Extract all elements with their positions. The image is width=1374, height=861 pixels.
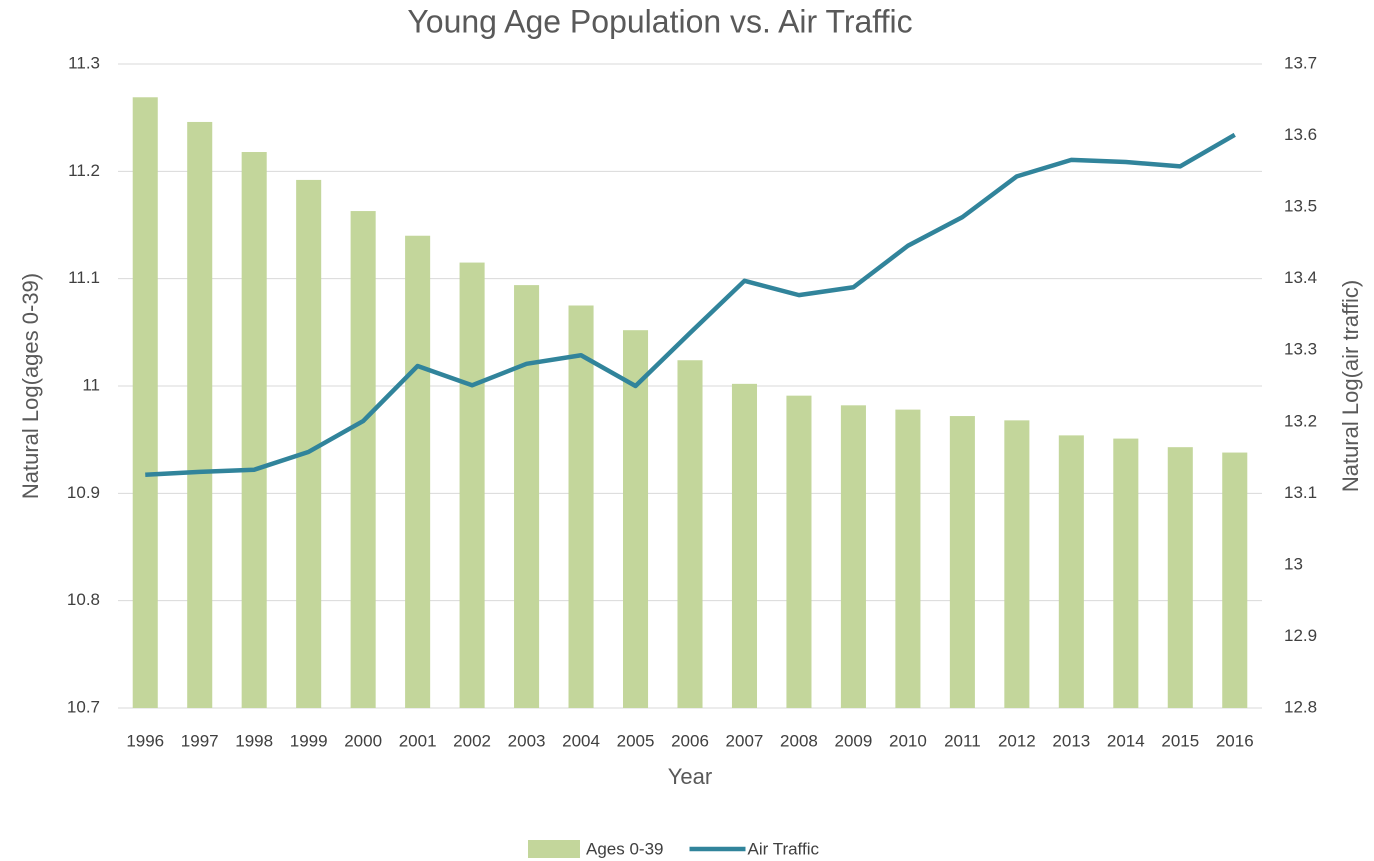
x-tick-label: 2011 — [944, 731, 981, 750]
y2-tick-label: 13.6 — [1284, 125, 1317, 144]
y-tick-label: 11 — [82, 375, 100, 394]
bar — [132, 97, 158, 709]
y-tick-label: 10.7 — [67, 697, 100, 716]
y2-tick-label: 12.8 — [1284, 697, 1317, 716]
x-axis-label: Year — [668, 764, 712, 789]
x-tick-label: 2010 — [889, 731, 927, 750]
y2-axis-label: Natural Log(air traffic) — [1338, 280, 1363, 492]
x-tick-label: 2004 — [562, 731, 600, 750]
bar — [1113, 438, 1139, 708]
bar — [350, 211, 376, 708]
y2-tick-label: 13.4 — [1284, 268, 1317, 287]
bar — [622, 330, 649, 708]
x-tick-label: 2000 — [344, 731, 382, 750]
y2-tick-label: 13.2 — [1284, 411, 1317, 430]
legend-label: Ages 0-39 — [586, 839, 664, 858]
x-tick-label: 2016 — [1216, 731, 1254, 750]
y2-tick-label: 13.3 — [1284, 340, 1317, 359]
bar — [1004, 420, 1030, 708]
bar — [731, 383, 758, 708]
line — [145, 132, 1236, 477]
x-tick-label: 1999 — [290, 731, 328, 750]
y2-tick-label: 13.1 — [1284, 483, 1317, 502]
bar — [1222, 452, 1248, 708]
bar — [895, 409, 921, 708]
x-tick-label: 2003 — [508, 731, 546, 750]
bar — [187, 121, 213, 708]
bar — [514, 285, 540, 708]
legend-label: Air Traffic — [748, 839, 820, 858]
y-tick-label: 11.2 — [68, 161, 100, 180]
x-tick-label: 2014 — [1107, 731, 1145, 750]
x-tick-label: 1998 — [235, 731, 273, 750]
bar — [949, 416, 975, 708]
y-tick-label: 11.1 — [68, 268, 100, 287]
x-tick-label: 2006 — [671, 731, 709, 750]
x-tick-label: 2015 — [1161, 731, 1199, 750]
bar — [786, 395, 812, 708]
chart-title: Young Age Population vs. Air Traffic — [407, 3, 912, 39]
y2-tick-label: 13.5 — [1284, 197, 1317, 216]
bar — [1167, 447, 1193, 708]
bar — [241, 152, 267, 709]
x-tick-label: 2001 — [399, 731, 437, 750]
y-tick-label: 10.9 — [67, 483, 100, 502]
x-tick-label: 1996 — [126, 731, 164, 750]
bar — [568, 305, 594, 708]
x-tick-label: 2005 — [617, 731, 655, 750]
y2-tick-label: 12.9 — [1284, 626, 1317, 645]
bar — [1058, 435, 1084, 708]
x-tick-label: 2007 — [726, 731, 764, 750]
y-tick-label: 10.8 — [67, 590, 100, 609]
bar — [677, 360, 703, 708]
bar — [459, 262, 485, 708]
y-axis-label: Natural Log(ages 0-39) — [18, 273, 43, 499]
x-tick-label: 2012 — [998, 731, 1036, 750]
legend-swatch — [528, 840, 580, 858]
x-tick-label: 2002 — [453, 731, 491, 750]
x-tick-label: 2009 — [835, 731, 873, 750]
y2-tick-label: 13 — [1284, 554, 1303, 573]
x-tick-label: 1997 — [181, 731, 219, 750]
bar — [405, 235, 431, 708]
bar — [296, 179, 322, 709]
x-tick-label: 2008 — [780, 731, 818, 750]
y-tick-label: 11.3 — [68, 53, 100, 72]
y2-tick-label: 13.7 — [1284, 53, 1317, 72]
bar — [840, 405, 866, 708]
x-tick-label: 2013 — [1052, 731, 1090, 750]
